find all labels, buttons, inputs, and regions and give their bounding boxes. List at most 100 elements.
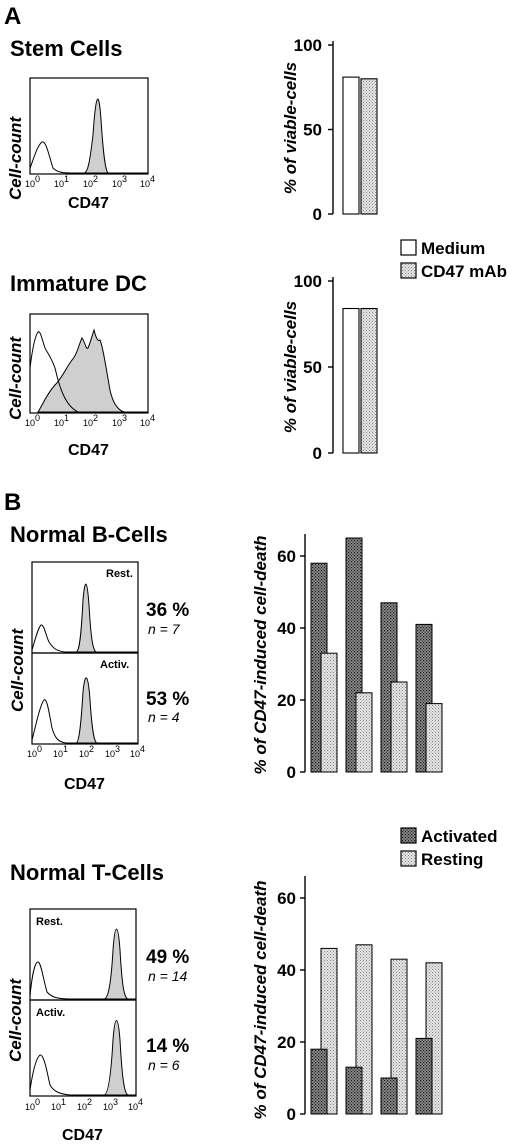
y-axis-label: % of viable-cells — [281, 62, 300, 194]
tick-label: 10 — [130, 749, 140, 759]
y-tick-label: 60 — [277, 889, 296, 908]
tick-label: 0 — [35, 413, 40, 423]
tick-label: 3 — [122, 413, 127, 423]
histogram-unstained-curve — [29, 961, 136, 1000]
y-tick-label: 100 — [294, 36, 322, 55]
histogram-frame — [29, 77, 149, 175]
y-tick-label: 0 — [287, 1105, 296, 1124]
y-tick-label: 100 — [294, 272, 322, 291]
legend-swatch-cd47-mab — [400, 262, 417, 279]
bar-activated — [380, 1077, 398, 1115]
y-tick-label: 20 — [277, 691, 296, 710]
bar-chart-immature-dc-viability: 0 50 100 % of viable-cells — [281, 272, 378, 463]
histogram-cd47-peak — [37, 328, 125, 413]
tick-label: 3 — [115, 744, 120, 754]
histogram-frame-activated — [31, 652, 139, 745]
bar-resting — [355, 692, 373, 773]
tick-label: 4 — [138, 1097, 143, 1107]
tick-label: 10 — [128, 1102, 138, 1112]
legend-swatch-activated — [400, 827, 417, 844]
normal-b-cells-title: Normal B-Cells — [10, 522, 168, 547]
tick-label: 0 — [35, 1097, 40, 1107]
tick-label: 10 — [112, 418, 122, 428]
histogram-label-activ: Activ. — [100, 659, 129, 671]
bar-activated — [415, 1037, 433, 1115]
percent-resting: 49 % — [146, 947, 189, 968]
panel-label-b: B — [4, 489, 21, 516]
y-tick-label: 0 — [287, 763, 296, 782]
y-tick-label: 0 — [313, 444, 322, 463]
bar-medium — [342, 76, 360, 215]
tick-label: 10 — [83, 179, 93, 189]
histogram-xlabel: CD47 — [62, 1127, 103, 1144]
y-axis-label: % of viable-cells — [281, 301, 300, 433]
histogram-frame — [29, 313, 149, 414]
histogram-xticks: 10 0 10 1 10 2 10 3 10 4 — [27, 744, 145, 759]
histogram-label-rest: Rest. — [106, 568, 133, 580]
histogram-normal-b-cells: Rest. Activ. 36 % n = 7 53 % n = 4 Cell-… — [8, 561, 189, 793]
percent-resting: 36 % — [146, 600, 189, 621]
histogram-cd47-peak — [75, 677, 98, 744]
bar-chart-t-cells-cell-death: 0 20 40 60 % of CD47-induced cell-death — [251, 876, 443, 1124]
n-activated: n = 6 — [148, 1057, 180, 1073]
n-resting: n = 14 — [148, 968, 188, 984]
tick-label: 0 — [37, 744, 42, 754]
tick-label: 10 — [25, 1102, 35, 1112]
tick-label: 10 — [79, 749, 89, 759]
bar-resting — [390, 958, 408, 1115]
legend-swatch-medium — [400, 239, 417, 256]
legend-label-medium: Medium — [421, 239, 485, 258]
tick-label: 10 — [53, 749, 63, 759]
histogram-frame-activated — [29, 999, 137, 1097]
histogram-unstained-curve — [31, 699, 138, 744]
bar-resting — [425, 703, 443, 773]
legend-a: Medium CD47 mAb — [400, 239, 507, 281]
y-tick-label: 50 — [303, 121, 322, 140]
tick-label: 10 — [112, 179, 122, 189]
bar-cd47-mab — [360, 78, 378, 215]
percent-activated: 53 % — [146, 689, 189, 710]
tick-label: 1 — [64, 413, 69, 423]
tick-label: 1 — [61, 1097, 66, 1107]
histogram-ylabel: Cell-count — [6, 336, 25, 420]
bar-cd47-mab — [360, 307, 378, 454]
tick-label: 2 — [87, 1097, 92, 1107]
tick-label: 10 — [25, 418, 35, 428]
histogram-cd47-peak — [83, 98, 110, 174]
histogram-ylabel: Cell-count — [6, 116, 25, 200]
y-tick-label: 0 — [313, 205, 322, 224]
tick-label: 2 — [93, 413, 98, 423]
tick-label: 10 — [77, 1102, 87, 1112]
histogram-xlabel: CD47 — [68, 442, 109, 459]
legend-label-cd47-mab: CD47 mAb — [421, 262, 507, 281]
bar-activated — [345, 1066, 363, 1115]
tick-label: 10 — [25, 179, 35, 189]
legend-label-resting: Resting — [421, 850, 483, 869]
histogram-xlabel: CD47 — [64, 776, 105, 793]
histogram-normal-t-cells: Rest. Activ. 49 % n = 14 14 % n = 6 Cell… — [6, 908, 189, 1144]
stem-cells-title: Stem Cells — [10, 36, 123, 61]
tick-label: 2 — [93, 174, 98, 184]
tick-label: 10 — [54, 418, 64, 428]
histogram-cd47-peak — [75, 583, 98, 653]
panel-label-a: A — [4, 3, 21, 30]
histogram-xticks: 10 0 10 1 10 2 10 3 10 4 — [25, 1097, 143, 1112]
tick-label: 3 — [122, 174, 127, 184]
tick-label: 10 — [83, 418, 93, 428]
histogram-ylabel: Cell-count — [8, 628, 27, 712]
bar-resting — [320, 652, 338, 773]
tick-label: 3 — [113, 1097, 118, 1107]
histogram-immature-dc: Cell-count 10 0 10 1 10 2 10 3 10 4 CD47 — [6, 313, 155, 459]
tick-label: 10 — [54, 179, 64, 189]
histogram-ylabel: Cell-count — [6, 978, 25, 1062]
histogram-label-rest: Rest. — [36, 916, 63, 928]
histogram-xlabel: CD47 — [68, 195, 109, 212]
bar-chart-b-cells-cell-death: 0 20 40 60 % of CD47-induced cell-death — [251, 534, 443, 782]
tick-label: 10 — [140, 418, 150, 428]
legend-label-activated: Activated — [421, 827, 498, 846]
histogram-unstained-curve — [31, 624, 138, 653]
y-axis-label: % of CD47-induced cell-death — [251, 881, 270, 1120]
tick-label: 1 — [63, 744, 68, 754]
legend-b: Activated Resting — [400, 827, 498, 869]
